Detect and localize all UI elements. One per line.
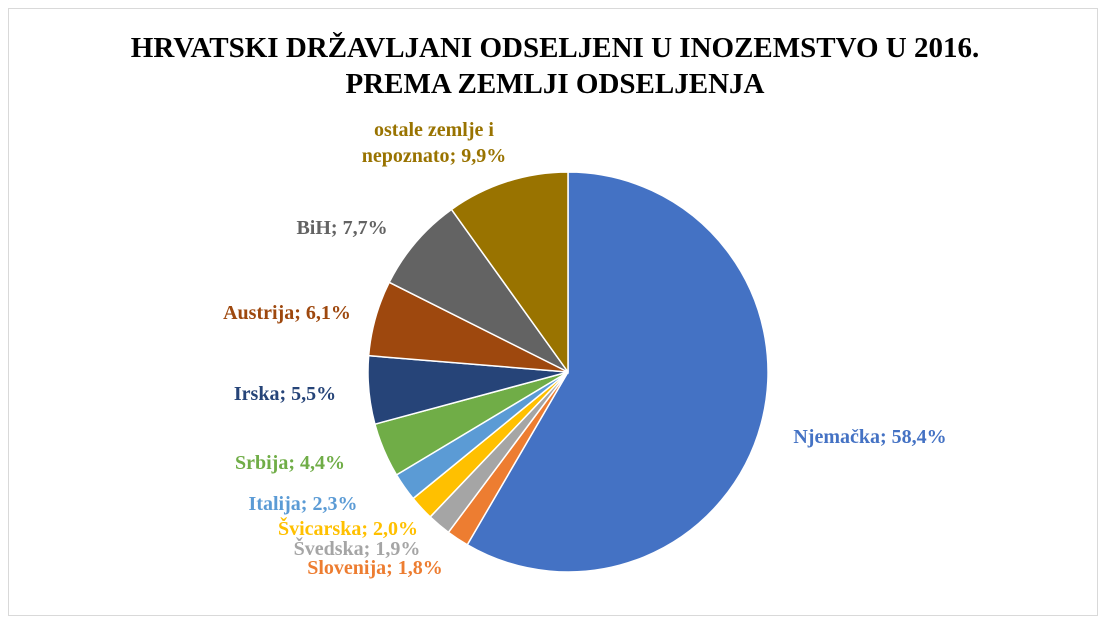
category-name: Švedska bbox=[293, 538, 364, 560]
label-separator: ; bbox=[294, 302, 306, 324]
label-separator: ; bbox=[363, 538, 376, 560]
value-label: 2,3% bbox=[312, 493, 358, 515]
label-separator: ; bbox=[279, 383, 292, 405]
value-label: 9,9% bbox=[461, 145, 507, 167]
label-separator: ; bbox=[300, 493, 313, 515]
data-label: BiH; 7,7% bbox=[296, 215, 387, 241]
label-separator: ; bbox=[288, 452, 301, 474]
data-label: Njemačka; 58,4% bbox=[793, 424, 946, 450]
label-separator: ; bbox=[879, 426, 892, 448]
chart-frame bbox=[8, 8, 1098, 616]
label-separator: ; bbox=[330, 217, 343, 239]
category-name: BiH bbox=[296, 217, 331, 239]
pie-slice bbox=[388, 208, 569, 373]
chart-title: HRVATSKI DRŽAVLJANI ODSELJENI U INOZEMST… bbox=[130, 32, 980, 100]
value-label: 6,1% bbox=[305, 302, 351, 324]
data-label: Srbija; 4,4% bbox=[235, 450, 345, 476]
category-name: Njemačka bbox=[793, 426, 880, 448]
category-name: Slovenija bbox=[307, 557, 387, 579]
value-label: 7,7% bbox=[342, 217, 388, 239]
data-label: Austrija; 6,1% bbox=[223, 300, 351, 326]
value-label: 1,8% bbox=[397, 557, 443, 579]
data-label: Švedska; 1,9% bbox=[294, 536, 421, 562]
value-label: 1,9% bbox=[375, 538, 421, 560]
category-name: Italija bbox=[248, 493, 301, 515]
value-label: 5,5% bbox=[291, 383, 337, 405]
category-name: ostale zemlje i nepoznato bbox=[361, 119, 494, 167]
value-label: 2,0% bbox=[373, 518, 419, 540]
category-name: Srbija bbox=[234, 452, 289, 474]
data-label: Irska; 5,5% bbox=[234, 381, 336, 407]
label-separator: ; bbox=[449, 145, 462, 167]
pie-slice bbox=[450, 171, 569, 375]
data-label: Italija; 2,3% bbox=[249, 491, 358, 517]
category-name: Švicarska bbox=[277, 518, 362, 540]
value-label: 4,4% bbox=[300, 452, 346, 474]
data-label: Švicarska; 2,0% bbox=[278, 516, 418, 542]
pie-slice bbox=[466, 171, 769, 573]
category-name: Austrija bbox=[223, 302, 295, 324]
value-label: 58,4% bbox=[891, 426, 947, 448]
data-label: Slovenija; 1,8% bbox=[307, 555, 443, 581]
category-name: Irska bbox=[233, 383, 280, 405]
label-separator: ; bbox=[386, 557, 398, 579]
data-label: ostale zemlje i nepoznato; 9,9% bbox=[339, 117, 529, 169]
label-separator: ; bbox=[361, 518, 374, 540]
